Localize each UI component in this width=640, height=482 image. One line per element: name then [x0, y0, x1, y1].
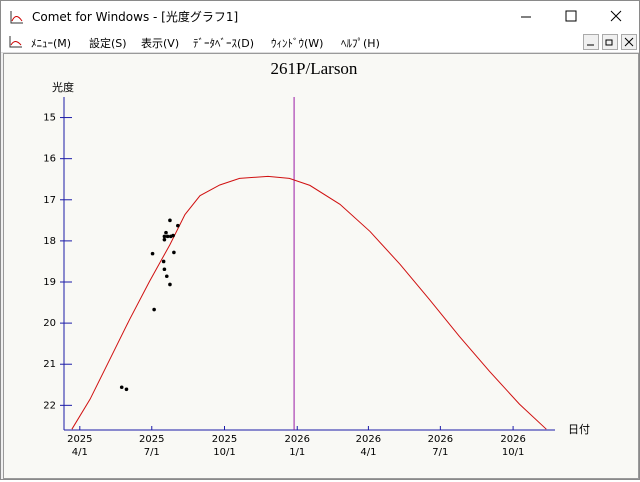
menu-item[interactable]: 設定(S) — [89, 37, 127, 50]
y-axis-label: 光度 — [52, 80, 74, 94]
window-controls[interactable] — [501, 1, 639, 32]
x-tick-label: 7/1 — [432, 447, 448, 458]
close-button[interactable] — [610, 10, 622, 22]
x-tick-label: 2026 — [285, 434, 310, 445]
observation-point — [150, 251, 155, 256]
observation-point — [162, 234, 167, 239]
doc-icon — [9, 36, 22, 48]
menu-bar: ﾒﾆｭｰ(M) 設定(S) 表示(V) ﾃﾞｰﾀﾍﾞｰｽ(D) ｳｨﾝﾄﾞｳ(W… — [1, 32, 639, 53]
y-tick-label: 22 — [43, 400, 56, 411]
y-tick-label: 16 — [43, 154, 56, 165]
menu-item[interactable]: 表示(V) — [141, 37, 180, 50]
observation-point — [124, 387, 129, 392]
y-tick-label: 15 — [43, 113, 56, 124]
observation-point — [161, 259, 166, 264]
x-tick-label: 10/1 — [213, 447, 235, 458]
x-tick-label: 10/1 — [502, 447, 524, 458]
mdi-controls[interactable] — [583, 34, 639, 50]
x-tick-label: 2025 — [67, 434, 92, 445]
observation-point — [172, 250, 176, 255]
observation-point — [168, 282, 172, 287]
observation-point — [152, 307, 156, 312]
x-tick-label: 2025 — [212, 434, 237, 445]
chart: 261P/Larson 光度 日付 15 16 17 18 19 20 21 22 2025 4/… — [43, 59, 590, 458]
observation-point — [162, 237, 167, 242]
y-tick-label: 20 — [43, 318, 56, 329]
window-title: Comet for Windows - [光度グラフ1] — [32, 10, 239, 24]
observation-point — [164, 274, 169, 279]
x-tick-label: 4/1 — [360, 447, 376, 458]
prediction-line — [71, 175, 547, 430]
observation-point — [171, 233, 175, 238]
y-tick-label: 19 — [43, 277, 56, 288]
observation-point — [176, 223, 180, 228]
x-tick-label: 2025 — [139, 434, 164, 445]
x-tick-label: 2026 — [428, 434, 453, 445]
x-tick-label: 2026 — [356, 434, 381, 445]
x-tick-label: 2026 — [500, 434, 525, 445]
x-tick-label: 1/1 — [289, 447, 305, 458]
app-icon — [10, 11, 23, 24]
menu-item[interactable]: ﾍﾙﾌﾟ(H) — [341, 37, 380, 50]
menu-item[interactable]: ﾒﾆｭｰ(M) — [31, 37, 72, 50]
observation-point — [119, 385, 124, 390]
y-tick-label: 18 — [43, 236, 56, 247]
y-tick-label: 21 — [43, 359, 56, 370]
maximize-button[interactable] — [565, 10, 577, 22]
observation-point — [162, 267, 167, 272]
observation-point — [168, 218, 172, 223]
x-tick-label: 4/1 — [72, 447, 88, 458]
x-axis-label: 日付 — [568, 423, 590, 436]
graph-window: 261P/Larson 光度 日付 15 16 17 18 19 20 21 22 2025 4/… — [3, 53, 639, 479]
menu-item[interactable]: ｳｨﾝﾄﾞｳ(W) — [271, 37, 324, 50]
x-tick-label: 7/1 — [144, 447, 160, 458]
title-bar: Comet for Windows - [光度グラフ1] — [1, 1, 639, 32]
observation-point — [165, 234, 170, 239]
observation-point — [164, 230, 168, 235]
y-tick-label: 17 — [43, 195, 56, 206]
chart-title: 261P/Larson — [271, 59, 358, 78]
menu-item[interactable]: ﾃﾞｰﾀﾍﾞｰｽ(D) — [193, 37, 255, 50]
